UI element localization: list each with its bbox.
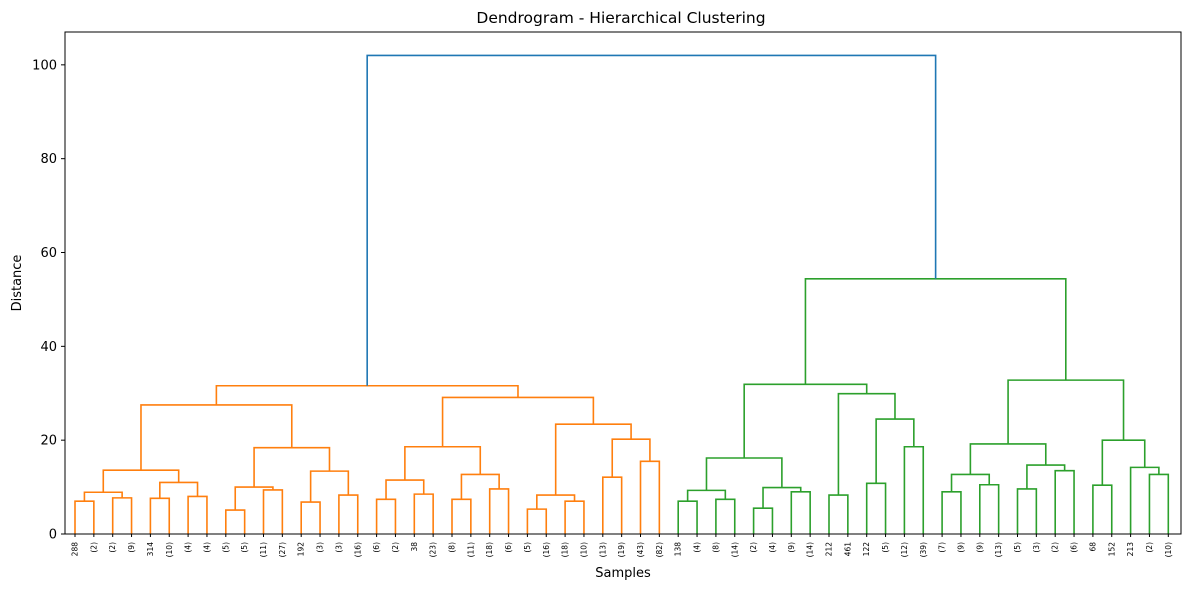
leaf-label: (13) bbox=[994, 542, 1003, 557]
leaf-label: (14) bbox=[730, 542, 739, 557]
leaf-label: (9) bbox=[956, 542, 965, 553]
leaf-label: (8) bbox=[711, 542, 720, 553]
y-tick-label: 0 bbox=[49, 528, 57, 543]
y-tick-label: 60 bbox=[40, 246, 57, 261]
leaf-label: 138 bbox=[674, 542, 683, 557]
leaf-label: (10) bbox=[1164, 542, 1173, 557]
leaf-label: (18) bbox=[561, 542, 570, 557]
leaf-label: (18) bbox=[485, 542, 494, 557]
leaf-label: (2) bbox=[391, 542, 400, 553]
leaf-label: (2) bbox=[89, 542, 98, 553]
leaf-label: 192 bbox=[297, 542, 306, 557]
leaf-label: (10) bbox=[579, 542, 588, 557]
leaf-label: 314 bbox=[146, 542, 155, 557]
leaf-label: (19) bbox=[617, 542, 626, 557]
leaf-label: (2) bbox=[1145, 542, 1154, 553]
leaf-label: 212 bbox=[825, 542, 834, 557]
y-tick-label: 20 bbox=[40, 434, 57, 449]
x-axis: 288 (2) (2) (9) 314 (10) (4) (4) (5) (5) (11) (27) 1… bbox=[71, 534, 1173, 557]
leaf-label: 68 bbox=[1088, 542, 1097, 552]
leaf-label: (4) bbox=[768, 542, 777, 553]
leaf-label: (13) bbox=[598, 542, 607, 557]
leaf-label: 288 bbox=[71, 542, 80, 557]
leaf-label: (23) bbox=[429, 542, 438, 557]
leaf-label: (2) bbox=[749, 542, 758, 553]
leaf-label: (3) bbox=[334, 542, 343, 553]
leaf-label: (39) bbox=[919, 542, 928, 557]
leaf-label: (9) bbox=[127, 542, 136, 553]
y-tick-label: 40 bbox=[40, 340, 57, 355]
leaf-label: (12) bbox=[900, 542, 909, 557]
plot-area bbox=[74, 54, 1170, 534]
y-axis-label: Distance bbox=[10, 255, 25, 312]
leaf-label: (9) bbox=[787, 542, 796, 553]
leaf-label: (5) bbox=[523, 542, 532, 553]
leaf-label: (2) bbox=[108, 542, 117, 553]
leaf-label: (3) bbox=[316, 542, 325, 553]
dendrogram-link bbox=[366, 54, 937, 386]
y-tick-label: 80 bbox=[40, 152, 57, 167]
leaf-label: 213 bbox=[1126, 542, 1135, 557]
leaf-label: (16) bbox=[353, 542, 362, 557]
leaf-label: (16) bbox=[542, 542, 551, 557]
plot-frame bbox=[64, 31, 1182, 535]
leaf-label: (14) bbox=[806, 542, 815, 557]
leaf-label: (43) bbox=[636, 542, 645, 557]
x-axis-label: Samples bbox=[595, 566, 651, 581]
leaf-label: 461 bbox=[843, 542, 852, 557]
leaf-label: (11) bbox=[259, 542, 268, 557]
leaf-label: (5) bbox=[1013, 542, 1022, 553]
leaf-label: (7) bbox=[938, 542, 947, 553]
leaf-label: (4) bbox=[202, 542, 211, 553]
leaf-label: (3) bbox=[1032, 542, 1041, 553]
chart-title: Dendrogram - Hierarchical Clustering bbox=[476, 9, 765, 27]
leaf-label: (5) bbox=[240, 542, 249, 553]
y-tick-label: 100 bbox=[32, 58, 57, 73]
leaf-label: (8) bbox=[448, 542, 457, 553]
leaf-label: (2) bbox=[1051, 542, 1060, 553]
leaf-label: 152 bbox=[1107, 542, 1116, 557]
leaf-label: (82) bbox=[655, 542, 664, 557]
leaf-label: (27) bbox=[278, 542, 287, 557]
leaf-label: (5) bbox=[221, 542, 230, 553]
leaf-label: (5) bbox=[881, 542, 890, 553]
leaf-label: (6) bbox=[504, 542, 513, 553]
leaf-label: (6) bbox=[372, 542, 381, 553]
leaf-label: (9) bbox=[975, 542, 984, 553]
leaf-label: 122 bbox=[862, 542, 871, 557]
leaf-label: (6) bbox=[1070, 542, 1079, 553]
leaf-label: 38 bbox=[410, 542, 419, 552]
y-axis: 0 20 40 60 80 100 bbox=[32, 58, 65, 543]
leaf-label: (4) bbox=[693, 542, 702, 553]
leaf-label: (4) bbox=[184, 542, 193, 553]
leaf-label: (10) bbox=[165, 542, 174, 557]
leaf-label: (11) bbox=[466, 542, 475, 557]
